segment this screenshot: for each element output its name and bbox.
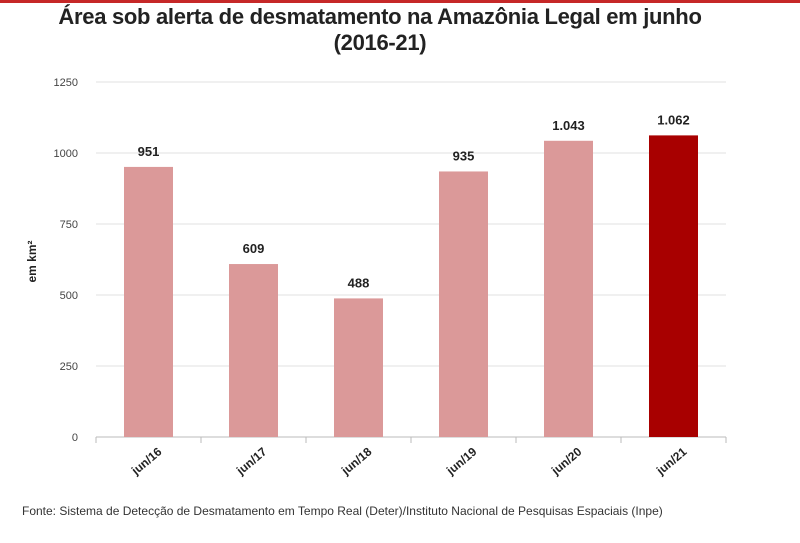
y-tick-label: 250 — [60, 361, 78, 373]
bar — [229, 264, 278, 437]
x-tick-label: jun/19 — [443, 444, 480, 478]
x-tick-label: jun/17 — [233, 444, 270, 478]
data-label: 1.043 — [552, 118, 585, 133]
y-axis-label: em km² — [25, 240, 39, 282]
chart-subtitle: (2016-21) — [333, 30, 427, 55]
bar — [334, 298, 383, 437]
source-note: Fonte: Sistema de Detecção de Desmatamen… — [22, 504, 663, 518]
data-label: 935 — [453, 148, 475, 163]
x-tick-label: jun/18 — [338, 444, 375, 478]
top-accent-rule — [0, 0, 800, 3]
data-label: 951 — [138, 144, 160, 159]
bar — [544, 140, 593, 437]
y-tick-label: 1000 — [54, 148, 78, 160]
data-label: 488 — [348, 275, 370, 290]
y-tick-label: 750 — [60, 219, 78, 231]
data-label: 1.062 — [657, 112, 690, 127]
bar — [439, 171, 488, 437]
x-tick-label: jun/16 — [128, 444, 165, 478]
bar — [649, 135, 698, 437]
bar-chart: 0 250 500 750 1000 1250 em km² 951 jun/16 609 jun/… — [25, 77, 727, 478]
y-tick-label: 500 — [60, 290, 78, 302]
y-tick-label: 0 — [72, 432, 78, 444]
bar — [124, 166, 173, 437]
chart-title-block: Área sob alerta de desmatamento na Amazô… — [0, 4, 760, 56]
x-tick-label: jun/21 — [653, 444, 690, 478]
y-tick-label: 1250 — [54, 77, 78, 89]
data-label: 609 — [243, 241, 265, 256]
x-tick-label: jun/20 — [548, 444, 585, 478]
chart-title: Área sob alerta de desmatamento na Amazô… — [58, 4, 702, 29]
